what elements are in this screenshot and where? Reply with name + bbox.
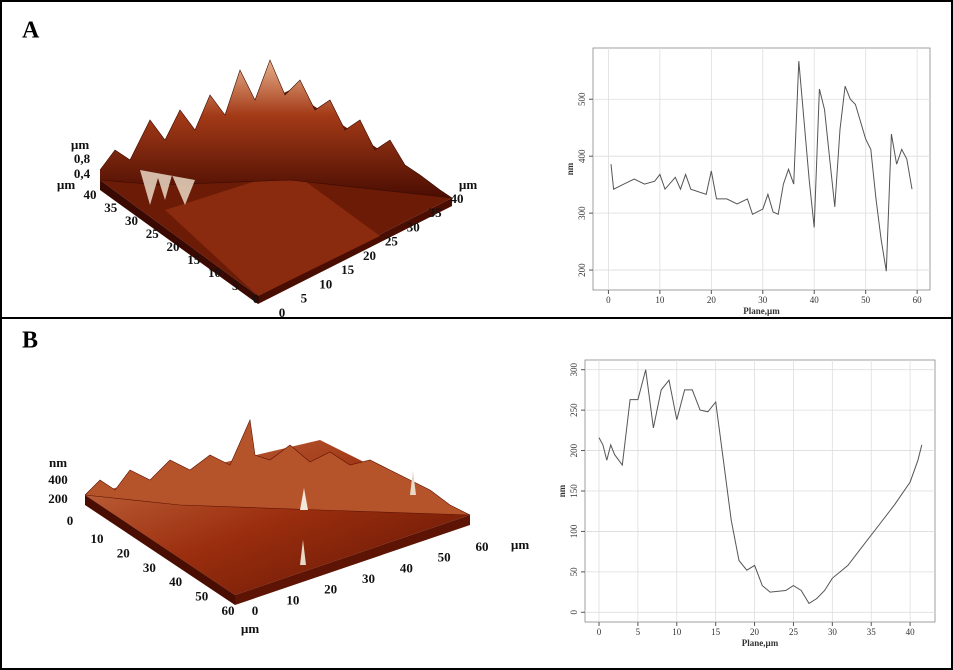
plot-area <box>592 47 931 291</box>
z-axis-label: 0 <box>67 513 74 528</box>
y-tick-label: 250 <box>569 403 579 417</box>
surface-image <box>84 418 471 605</box>
width-axis-label: 50 <box>438 550 451 565</box>
width-axis-label: 40 <box>400 560 413 575</box>
axis-unit: µm <box>511 537 529 552</box>
width-axis-label: 20 <box>324 582 337 597</box>
x-tick-label: 50 <box>861 295 871 305</box>
profile-line <box>610 61 913 272</box>
z-axis-label: 0,8 <box>74 151 91 166</box>
width-axis-label: 35 <box>429 205 443 220</box>
x-tick-label: 5 <box>636 627 641 637</box>
x-tick-label: 20 <box>707 295 717 305</box>
depth-axis-label: 0 <box>253 291 260 306</box>
y-tick-label: 50 <box>569 567 579 577</box>
x-tick-label: 25 <box>789 627 799 637</box>
x-tick-label: 35 <box>867 627 877 637</box>
z-axis-label: 0,4 <box>74 166 91 181</box>
x-tick-label: 20 <box>750 627 760 637</box>
width-axis-label: 20 <box>363 248 376 263</box>
width-axis-label: 0 <box>252 603 259 618</box>
axis-unit: µm <box>241 621 259 636</box>
depth-axis-label: 30 <box>125 213 138 228</box>
x-tick-label: 60 <box>913 295 923 305</box>
x-tick-label: 40 <box>810 295 820 305</box>
x-axis-label: Plane,µm <box>743 306 780 316</box>
y-tick-label: 100 <box>569 524 579 538</box>
panel-label: A <box>22 18 40 44</box>
width-axis-label: 25 <box>385 234 399 249</box>
x-tick-label: 40 <box>906 627 916 637</box>
y-tick-label: 0 <box>569 610 579 615</box>
width-axis-label: 15 <box>341 262 355 277</box>
x-tick-label: 0 <box>597 627 602 637</box>
z-axis-label: 200 <box>48 491 68 506</box>
width-axis-label: 40 <box>451 191 464 206</box>
x-tick-label: 30 <box>828 627 838 637</box>
width-axis-label: 10 <box>319 276 332 291</box>
x-axis-label: Plane,µm <box>742 638 779 648</box>
x-tick-label: 10 <box>655 295 665 305</box>
depth-axis-label: 60 <box>222 603 235 618</box>
y-axis-label: nm <box>557 484 567 497</box>
y-tick-label: 500 <box>577 92 587 106</box>
y-tick-label: 300 <box>569 362 579 376</box>
x-tick-label: 0 <box>606 295 611 305</box>
axis-unit: µm <box>57 177 75 192</box>
y-tick-label: 150 <box>569 484 579 498</box>
depth-axis-label: 25 <box>146 226 160 241</box>
axis-unit: µm <box>459 177 477 192</box>
depth-axis-label: 10 <box>208 265 221 280</box>
depth-axis-label: 20 <box>117 545 130 560</box>
width-axis-label: 30 <box>407 219 420 234</box>
y-axis-label: nm <box>565 162 575 175</box>
depth-axis-label: 15 <box>187 252 201 267</box>
x-tick-label: 30 <box>758 295 768 305</box>
width-axis-label: 60 <box>476 539 489 554</box>
width-axis-label: 10 <box>286 592 299 607</box>
surface-image <box>99 59 453 304</box>
y-tick-label: 300 <box>577 206 587 220</box>
depth-axis-label: 5 <box>232 278 239 293</box>
depth-axis-label: 40 <box>169 574 182 589</box>
depth-axis-label: 50 <box>195 589 208 604</box>
depth-axis-label: 10 <box>91 531 104 546</box>
profile-line <box>598 369 923 605</box>
z-axis-label: 400 <box>48 472 68 487</box>
x-tick-label: 15 <box>711 627 721 637</box>
y-tick-label: 400 <box>577 149 587 163</box>
depth-axis-label: 20 <box>167 239 180 254</box>
width-axis-label: 0 <box>279 305 286 320</box>
width-axis-label: 30 <box>362 571 375 586</box>
x-tick-label: 10 <box>672 627 682 637</box>
depth-axis-label: 30 <box>143 560 156 575</box>
width-axis-label: 5 <box>301 291 308 306</box>
panel-label: B <box>22 328 38 354</box>
y-tick-label: 200 <box>569 443 579 457</box>
z-axis-label: µm <box>71 137 89 152</box>
depth-axis-label: 40 <box>84 187 97 202</box>
depth-axis-label: 35 <box>104 200 118 215</box>
z-axis-label: nm <box>49 455 67 470</box>
y-tick-label: 200 <box>577 263 587 277</box>
